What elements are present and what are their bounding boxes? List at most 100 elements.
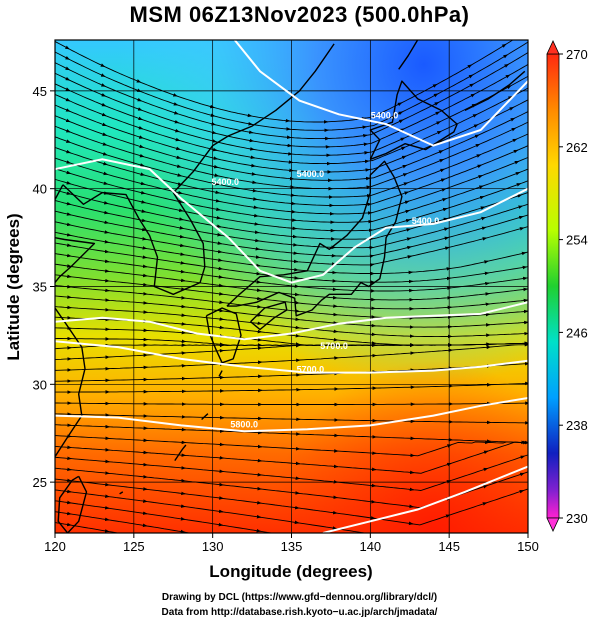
streamline-arrow: [142, 236, 147, 241]
colorbar-bottom-triangle: [546, 517, 560, 532]
streamline-arrow: [175, 137, 181, 142]
streamline-arrow: [247, 113, 253, 118]
coastline: [250, 301, 288, 331]
streamline-arrow: [476, 154, 482, 158]
streamline-arrow: [443, 217, 449, 222]
streamline-arrow: [474, 134, 480, 139]
streamline-arrow: [65, 97, 71, 102]
streamline-arrow: [179, 243, 185, 248]
streamline-arrow: [432, 83, 438, 88]
streamline-arrow: [520, 455, 526, 459]
streamline-arrow: [214, 173, 220, 177]
streamline-arrow: [517, 194, 523, 198]
streamline-arrow: [404, 200, 410, 205]
streamline: [55, 63, 528, 148]
streamline-arrow: [138, 125, 144, 130]
streamline-arrow: [400, 137, 406, 142]
streamline-arrow: [174, 128, 180, 133]
streamline-arrow: [440, 178, 446, 182]
streamline-arrow: [104, 230, 110, 234]
contour-line: [55, 301, 528, 341]
streamline-arrow: [173, 102, 179, 106]
streamline-arrow: [179, 217, 184, 221]
coastline: [119, 491, 124, 495]
streamline-arrow: [103, 181, 109, 185]
streamline-arrow: [473, 124, 479, 128]
streamline-arrow: [249, 147, 255, 151]
streamline-arrow: [137, 97, 143, 102]
streamline: [55, 274, 528, 310]
streamline-arrow: [256, 528, 262, 533]
streamline-arrow: [104, 220, 109, 225]
streamline-arrow: [475, 143, 481, 148]
streamline-arrow: [407, 245, 412, 250]
streamline: [55, 522, 121, 533]
streamline-arrow: [252, 188, 258, 193]
coastline: [201, 413, 209, 421]
streamline-arrow: [519, 489, 525, 494]
streamline: [55, 200, 528, 249]
streamline-arrow: [519, 472, 525, 477]
streamline-arrow: [65, 76, 71, 81]
streamline-arrow: [294, 520, 300, 525]
streamline-arrow: [484, 271, 490, 276]
y-tick-label: 45: [33, 84, 47, 99]
streamline-arrow: [407, 255, 413, 259]
streamline-arrow: [218, 258, 223, 262]
streamline-arrow: [178, 190, 183, 195]
streamline: [55, 41, 528, 131]
streamline-arrow: [210, 113, 216, 117]
streamline-arrow: [470, 93, 476, 98]
streamline-arrow: [506, 85, 512, 90]
streamline-arrow: [250, 155, 256, 160]
contour-line: [322, 465, 528, 533]
streamline-arrow: [142, 523, 148, 528]
streamline-arrow: [444, 246, 450, 250]
y-axis-ticks: 25 30 35 40 45: [33, 84, 55, 490]
streamline-arrow: [442, 198, 447, 202]
contour-label: 5400.0: [297, 169, 325, 179]
x-tick-label: 130: [202, 539, 224, 554]
contour-label: 5700.0: [297, 365, 325, 375]
streamline-arrow: [369, 254, 375, 259]
streamline-arrow: [253, 197, 258, 201]
streamline-arrow: [251, 163, 256, 168]
streamline-arrow: [484, 260, 489, 264]
streamline-arrow: [102, 142, 108, 146]
streamline-arrow: [503, 54, 508, 59]
contour-label: 5400.0: [371, 110, 399, 120]
streamline-arrow: [141, 209, 147, 213]
streamline-arrow: [66, 522, 72, 527]
streamline: [55, 253, 528, 292]
streamline-arrow: [66, 212, 72, 216]
streamline-arrow: [248, 130, 254, 134]
streamline-arrow: [471, 103, 477, 108]
streamline-arrow: [66, 170, 72, 175]
streamline-arrow: [513, 149, 519, 154]
streamline-arrow: [482, 237, 488, 241]
streamline-arrow: [100, 63, 106, 68]
streamline-arrow: [510, 117, 516, 122]
streamline-arrow: [482, 502, 488, 506]
streamline-arrow: [66, 232, 72, 237]
streamline-arrow: [102, 122, 107, 127]
streamline-arrow: [64, 45, 70, 50]
streamline-arrow: [172, 93, 178, 97]
contour-line: [55, 340, 528, 374]
streamline-arrow: [101, 102, 107, 107]
x-tick-label: 125: [123, 539, 145, 554]
streamline-arrow: [66, 191, 72, 195]
streamline-arrow: [504, 63, 509, 68]
streamline-arrow: [138, 135, 144, 139]
streamline-arrow: [100, 73, 106, 78]
colorbar-ticks: 270 262 254 246 238 230: [559, 47, 588, 526]
y-axis-label: Latitude (degrees): [4, 213, 23, 360]
streamline-arrow: [66, 201, 72, 206]
streamline-arrow: [446, 462, 452, 467]
colorbar-tick-label: 238: [566, 418, 588, 433]
y-tick-label: 40: [33, 182, 47, 197]
coastline: [174, 444, 187, 461]
streamline-arrow: [140, 172, 146, 176]
x-tick-label: 135: [281, 539, 303, 554]
streamline-arrow: [173, 111, 179, 115]
